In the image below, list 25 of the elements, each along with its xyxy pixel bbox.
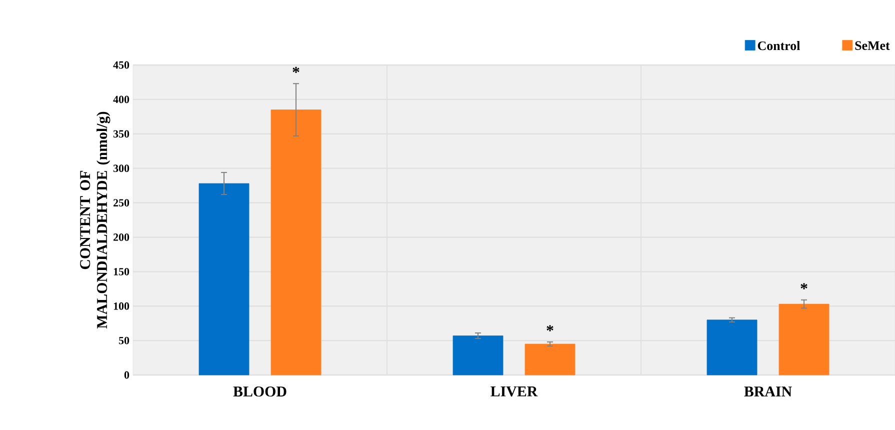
y-tick-label: 150 — [114, 268, 130, 276]
bar — [198, 183, 250, 376]
y-tick-label: 50 — [118, 336, 130, 344]
y-axis-title: CONTENT OF MALONDIALDEHYDE (nmol/g) — [80, 112, 110, 329]
annotation: * — [546, 325, 554, 332]
y-tick-label: 0 — [124, 371, 130, 379]
bar — [524, 344, 576, 376]
legend-label: Control — [758, 41, 800, 50]
y-tick-label: 350 — [113, 130, 130, 138]
y-tick-label: 250 — [114, 199, 130, 206]
x-tick-label: LIVER — [490, 386, 538, 397]
annotation: * — [800, 283, 808, 290]
legend-label: SeMet — [855, 41, 890, 50]
bar — [452, 336, 504, 376]
bar — [778, 304, 830, 376]
x-tick-label: BLOOD — [233, 386, 286, 397]
x-tick-label: BRAIN — [744, 386, 792, 396]
bar — [706, 320, 758, 376]
bar — [270, 110, 322, 376]
annotation: * — [292, 66, 300, 73]
y-tick-label: 100 — [114, 302, 130, 310]
y-tick-label: 200 — [114, 234, 130, 241]
y-tick-label: 300 — [113, 164, 130, 172]
y-tick-label: 450 — [113, 61, 130, 69]
y-tick-label: 400 — [113, 96, 130, 104]
